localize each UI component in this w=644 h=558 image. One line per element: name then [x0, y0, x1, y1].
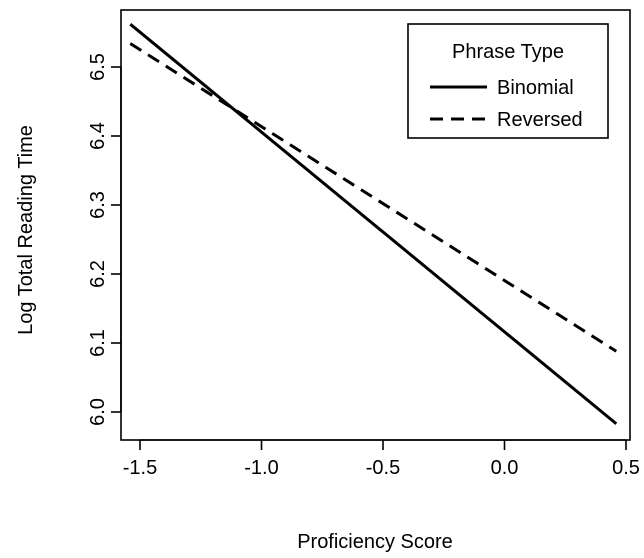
- series-line-reversed: [129, 42, 618, 353]
- y-tick-label: 6.1: [87, 329, 109, 357]
- y-tick-label: 6.4: [87, 122, 109, 150]
- x-tick-label: 0.5: [612, 457, 640, 479]
- x-tick-label: -0.5: [366, 457, 400, 479]
- y-tick-label: 6.5: [87, 53, 109, 81]
- series-line-binomial: [129, 23, 618, 425]
- legend-label-reversed: Reversed: [497, 109, 583, 131]
- x-tick-label: 0.0: [491, 457, 519, 479]
- y-tick-label: 6.0: [87, 398, 109, 426]
- legend-label-binomial: Binomial: [497, 77, 574, 99]
- x-axis: -1.5 -1.0 -0.5 0.0 0.5: [123, 439, 640, 479]
- legend-title: Phrase Type: [452, 41, 564, 63]
- y-tick-label: 6.3: [87, 191, 109, 219]
- legend: Phrase Type Binomial Reversed: [407, 23, 609, 139]
- y-axis-title: Log Total Reading Time: [15, 125, 37, 335]
- x-axis-title: Proficiency Score: [297, 531, 453, 553]
- y-axis: 6.0 6.1 6.2 6.3 6.4 6.5: [87, 53, 122, 426]
- series-layer: [129, 23, 618, 425]
- x-tick-label: -1.5: [123, 457, 157, 479]
- y-tick-label: 6.2: [87, 260, 109, 288]
- x-tick-label: -1.0: [244, 457, 278, 479]
